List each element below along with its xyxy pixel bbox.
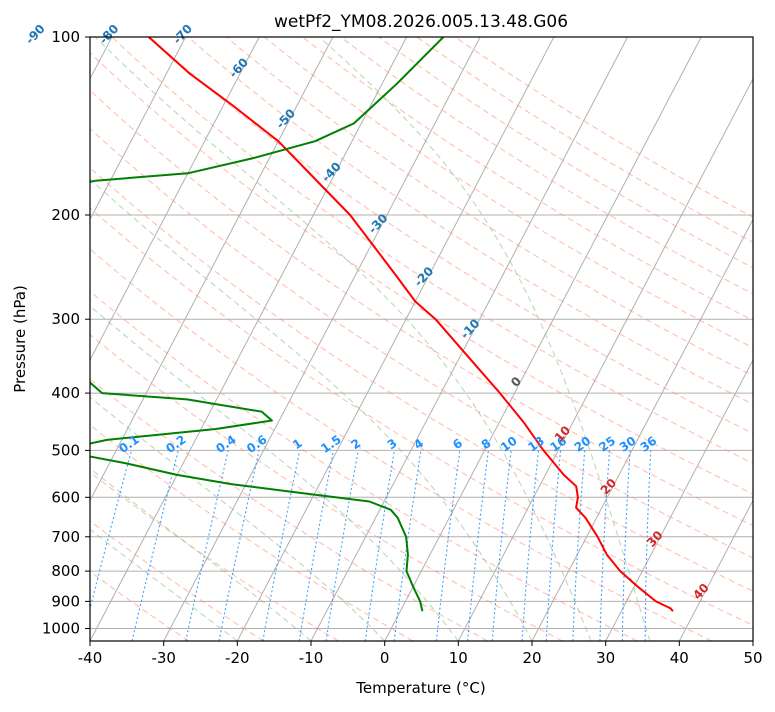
y-tick-label: 400 [51,384,80,402]
x-tick-label: 30 [596,649,615,667]
x-tick-label: -20 [225,649,250,667]
x-axis-title: Temperature (°C) [355,679,485,697]
y-tick-label: 100 [51,28,80,46]
y-tick-label: 500 [51,441,80,459]
x-tick-label: 10 [449,649,468,667]
y-tick-label: 900 [51,592,80,610]
y-tick-label: 1000 [42,620,80,638]
x-tick-label: 20 [522,649,541,667]
chart-title: wetPf2_YM08.2026.005.13.48.G06 [274,12,568,32]
x-tick-label: -40 [78,649,103,667]
x-tick-label: 50 [743,649,762,667]
y-tick-label: 700 [51,528,80,546]
x-tick-label: 40 [670,649,689,667]
y-tick-label: 300 [51,310,80,328]
x-tick-label: 0 [380,649,390,667]
y-tick-label: 600 [51,488,80,506]
x-tick-label: -30 [151,649,176,667]
y-tick-label: 200 [51,206,80,224]
x-tick-label: -10 [299,649,324,667]
y-axis-title: Pressure (hPa) [11,285,29,393]
y-tick-label: 800 [51,562,80,580]
